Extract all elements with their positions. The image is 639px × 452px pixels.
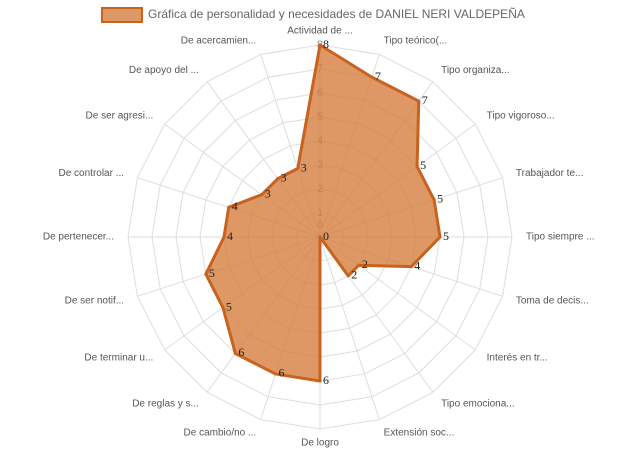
data-label: 2 [362, 257, 368, 271]
point [318, 43, 322, 47]
point [438, 235, 442, 239]
point [346, 274, 350, 278]
category-label: De apoyo del ... [129, 65, 199, 76]
point [204, 272, 208, 276]
data-label: 0 [323, 229, 329, 243]
point [233, 351, 237, 355]
category-label: De pertenecer... [43, 232, 114, 243]
data-label: 3 [301, 160, 307, 174]
point [370, 75, 374, 79]
point [227, 205, 231, 209]
legend-swatch [101, 7, 143, 23]
data-label: 5 [226, 299, 232, 313]
data-label: 3 [281, 171, 287, 185]
category-label: Tipo teórico(... [384, 36, 448, 47]
point [260, 193, 264, 197]
point [432, 198, 436, 202]
point [296, 167, 300, 171]
spoke [319, 236, 380, 420]
point [221, 306, 225, 310]
point [417, 99, 421, 103]
category-label: Toma de decis... [516, 295, 589, 306]
category-label: De terminar u... [84, 353, 153, 364]
category-label: Tipo siempre ... [526, 232, 595, 243]
category-label: De acercamien... [181, 36, 257, 47]
category-label: De ser notif... [65, 295, 124, 306]
data-label: 5 [437, 192, 443, 206]
point [357, 263, 361, 267]
data-label: 7 [422, 93, 428, 107]
category-label: Extensión soc... [384, 428, 455, 439]
category-label: De controlar ... [58, 168, 124, 179]
radar-area [204, 43, 442, 383]
data-label: 4 [227, 229, 233, 243]
point [274, 372, 278, 376]
point [222, 235, 226, 239]
data-label: 6 [279, 366, 285, 380]
data-label: 2 [351, 268, 357, 282]
point [318, 235, 322, 239]
category-label: Actividad de ... [287, 26, 353, 37]
data-label: 5 [209, 266, 215, 280]
category-label: De cambio/no ... [184, 428, 257, 439]
data-label: 4 [232, 199, 238, 213]
data-label: 7 [375, 69, 381, 83]
data-label: 5 [420, 158, 426, 172]
category-label: De logro [301, 438, 339, 449]
category-label: Tipo vigoroso... [487, 111, 555, 122]
category-label: De reglas y s... [132, 398, 199, 409]
legend: Gráfica de personalidad y necesidades de… [101, 7, 525, 23]
data-label: 4 [414, 258, 420, 272]
data-label: 6 [238, 345, 244, 359]
data-label: 8 [323, 37, 329, 51]
category-label: Interés en tr... [487, 353, 548, 364]
category-label: Trabajador te... [516, 168, 583, 179]
category-label: De ser agresi... [86, 111, 154, 122]
category-label: Tipo organiza... [441, 65, 510, 76]
point [415, 164, 419, 168]
point [318, 379, 322, 383]
data-label: 6 [323, 373, 329, 387]
point [276, 177, 280, 181]
data-label: 5 [443, 229, 449, 243]
point [409, 265, 413, 269]
data-label: 3 [265, 186, 271, 200]
legend-label: Gráfica de personalidad y necesidades de… [148, 7, 525, 21]
category-label: Tipo emociona... [441, 398, 515, 409]
